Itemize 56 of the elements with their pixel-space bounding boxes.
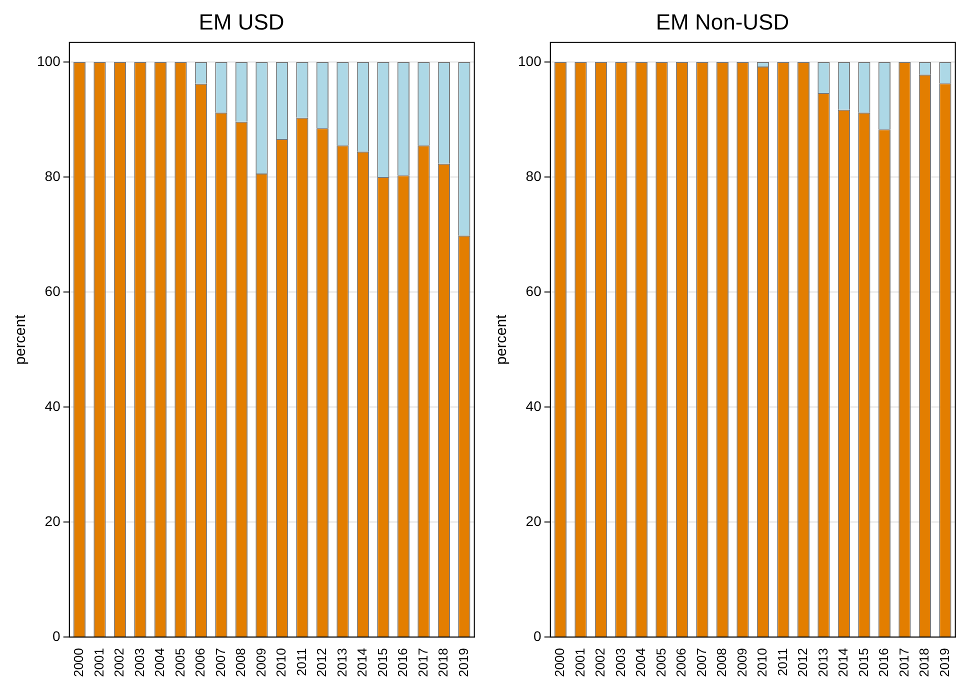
y-tick-label: 100 [37,52,61,69]
x-tick-label: 2005 [172,648,188,677]
x-tick-label: 2003 [612,648,628,677]
x-tick-label: 2008 [233,648,248,677]
x-tick-label: 2017 [896,648,912,677]
x-tick-label: 2004 [633,648,648,677]
x-tick-label: 2007 [694,648,709,677]
x-tick-label: 2006 [674,648,689,677]
x-tick-label: 2016 [395,648,410,677]
y-tick-label: 0 [534,628,542,644]
x-tick-label: 2016 [876,648,892,677]
x-tick-label: 2019 [456,648,471,677]
x-tick-label: 2005 [653,648,668,677]
x-tick-label: 2010 [754,648,770,677]
x-tick-label: 2011 [774,648,790,676]
x-tick-label: 2004 [152,648,168,677]
x-tick-label: 2001 [91,648,106,677]
x-tick-label: 2013 [334,648,350,677]
x-tick-label: 2003 [132,648,147,677]
x-tick-label: 2012 [795,648,810,677]
x-tick-label: 2006 [192,648,208,677]
x-tick-label: 2009 [734,648,750,677]
x-tick-label: 2014 [836,648,851,677]
x-tick-label: 2002 [112,648,127,677]
x-tick-label: 2017 [415,648,430,677]
y-tick-label: 20 [44,512,61,529]
x-tick-label: 2015 [374,648,390,677]
x-tick-label: 2000 [552,648,568,677]
y-tick-label: 100 [518,52,542,69]
y-tick-label: 60 [526,282,542,299]
y-tick-label: 40 [44,398,61,414]
x-tick-label: 2009 [253,648,268,677]
y-tick-label: 40 [526,398,542,414]
x-tick-label: 2018 [436,648,451,677]
y-tick-label: 80 [44,168,61,184]
x-tick-label: 2000 [71,648,86,677]
x-tick-label: 2018 [916,648,932,677]
x-tick-label: 2002 [592,648,608,677]
x-tick-label: 2010 [274,648,289,677]
x-tick-label: 2019 [936,648,952,677]
y-tick-label: 20 [526,512,542,529]
x-tick-label: 2007 [212,648,228,677]
chart-title: EM Non-USD [656,9,790,34]
x-tick-label: 2013 [815,648,830,677]
y-tick-label: 80 [526,168,542,184]
x-tick-label: 2008 [714,648,730,677]
chart-title: EM USD [198,9,284,34]
y-axis-title: percent [493,314,510,365]
y-tick-label: 0 [52,628,61,644]
y-axis-title: percent [12,314,30,365]
y-tick-label: 60 [44,282,61,299]
x-tick-label: 2012 [314,648,330,677]
x-tick-label: 2011 [294,648,309,676]
x-tick-label: 2001 [572,648,588,677]
x-tick-label: 2015 [856,648,871,677]
x-tick-label: 2014 [354,648,370,677]
